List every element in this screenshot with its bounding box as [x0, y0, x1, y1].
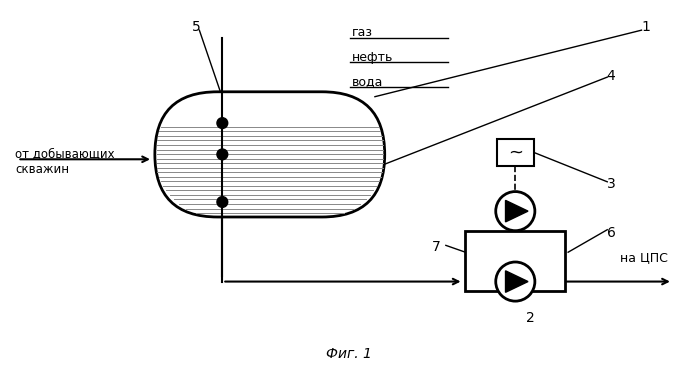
Text: 2: 2 — [526, 311, 534, 325]
Text: Фиг. 1: Фиг. 1 — [326, 347, 372, 361]
Text: ~: ~ — [507, 143, 523, 161]
Polygon shape — [505, 200, 528, 222]
Polygon shape — [505, 271, 528, 292]
Circle shape — [217, 149, 228, 160]
Text: газ: газ — [352, 26, 373, 39]
Text: вода: вода — [352, 75, 383, 88]
Circle shape — [217, 197, 228, 207]
Text: 4: 4 — [607, 69, 616, 83]
Text: 3: 3 — [607, 177, 616, 191]
Bar — [466, 231, 565, 291]
Text: 6: 6 — [607, 226, 616, 240]
FancyBboxPatch shape — [497, 139, 534, 166]
Text: нефть: нефть — [352, 51, 394, 64]
Circle shape — [496, 262, 535, 301]
Text: 7: 7 — [432, 240, 440, 254]
FancyBboxPatch shape — [155, 92, 384, 217]
Text: от добывающих
скважин: от добывающих скважин — [15, 148, 115, 175]
Text: 5: 5 — [192, 21, 201, 34]
Circle shape — [496, 192, 535, 231]
Text: 1: 1 — [641, 21, 650, 34]
Text: на ЦПС: на ЦПС — [620, 251, 668, 264]
Circle shape — [217, 118, 228, 128]
